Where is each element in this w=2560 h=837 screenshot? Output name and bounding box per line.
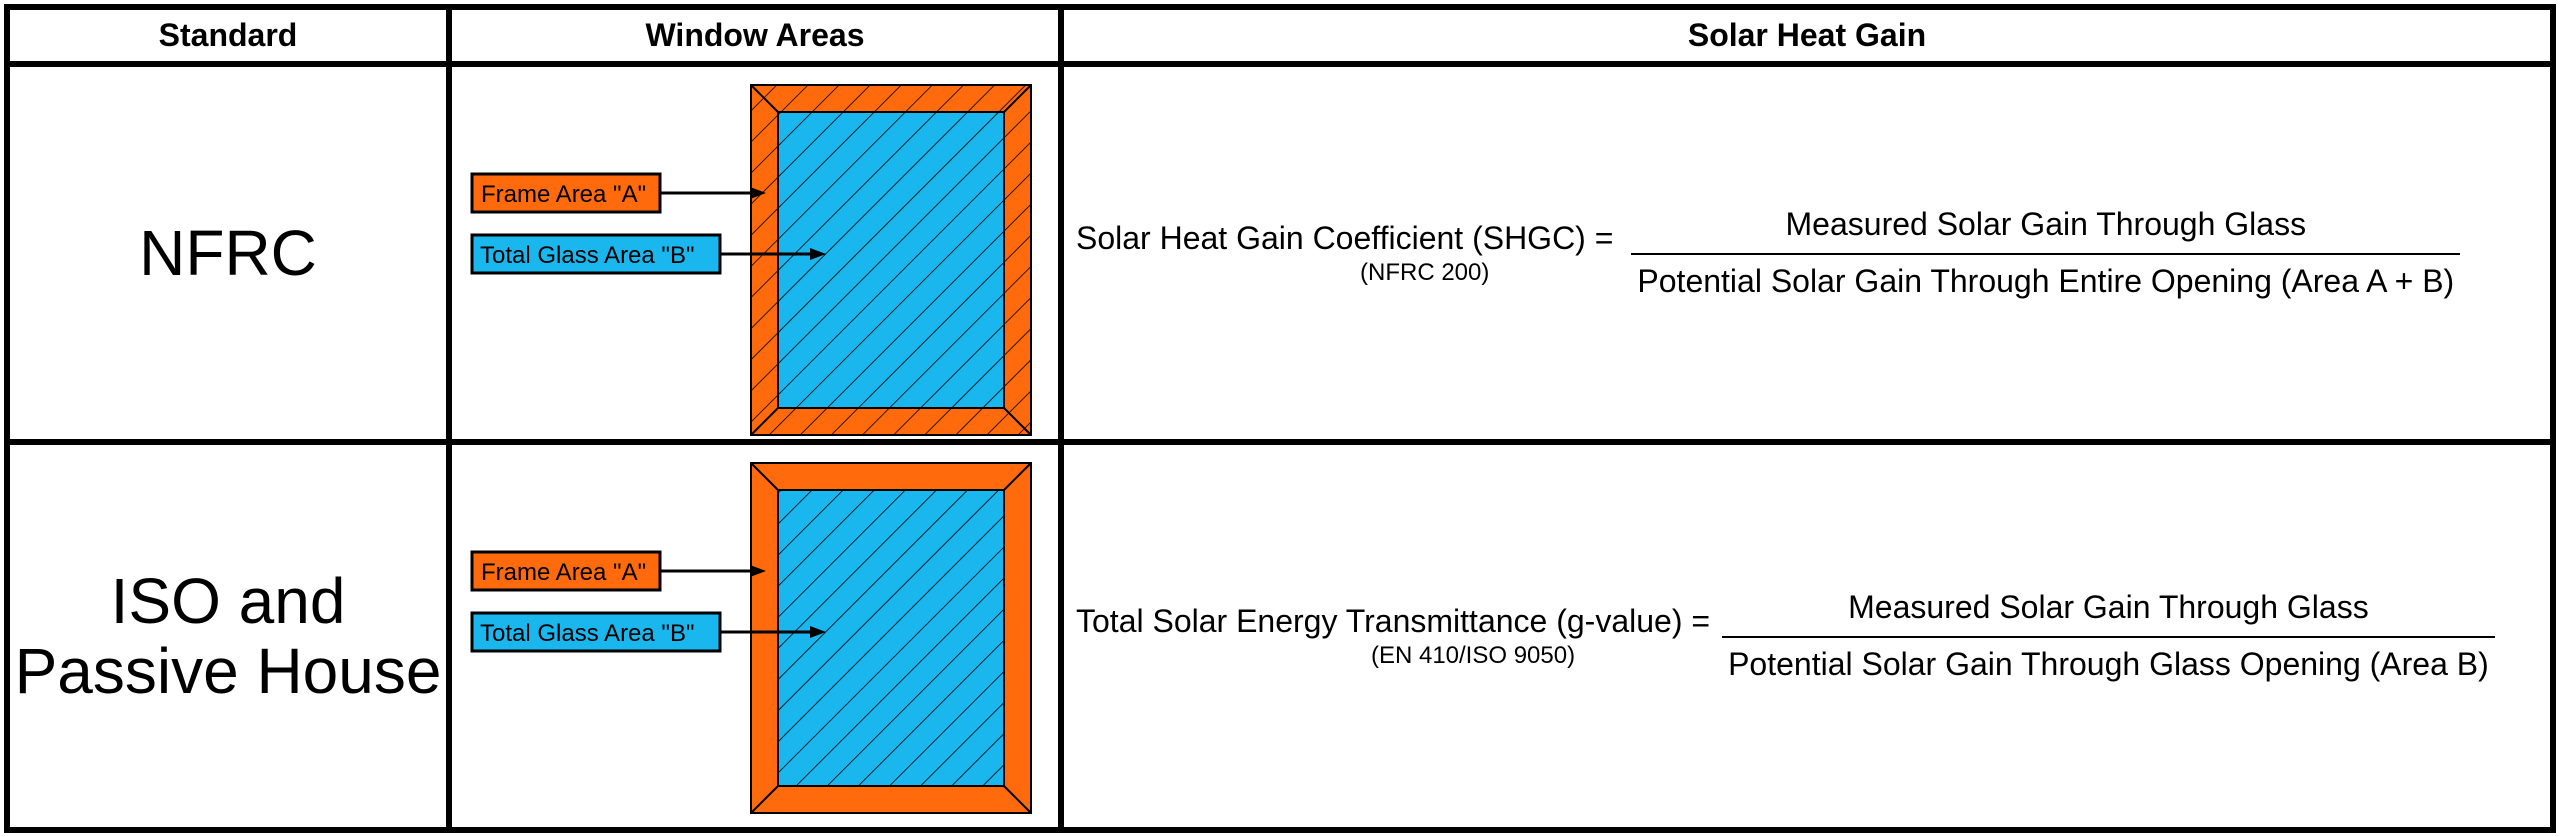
formula-reference: (NFRC 200) (1360, 258, 1490, 286)
frame-area-label-box (470, 172, 662, 214)
glass-hatch (778, 490, 1004, 786)
formula-name: Total Solar Energy Transmittance (g-valu… (1076, 602, 1711, 639)
glass-hatch (778, 112, 1004, 408)
formula-denominator: Potential Solar Gain Through Glass Openi… (1728, 646, 2489, 682)
formula-fraction: Measured Solar Gain Through Glass Potent… (1722, 589, 2495, 683)
formula-fraction: Measured Solar Gain Through Glass Potent… (1631, 206, 2461, 300)
fraction-bar (1631, 253, 2461, 255)
standard-nfrc: NFRC (10, 67, 452, 445)
comparison-table: Standard Window Areas Solar Heat Gain NF… (4, 4, 2556, 833)
formula-reference: (EN 410/ISO 9050) (1370, 641, 1576, 669)
window-diagram-nfrc: Frame Area "A" Total Glass Area "B" (452, 67, 1064, 445)
standard-iso-passive-house: ISO and Passive House (10, 445, 452, 827)
frame-area-label: Frame Area "A" (481, 181, 646, 208)
formula-denominator: Potential Solar Gain Through Entire Open… (1637, 263, 2455, 299)
window-figure: Frame Area "A" Total Glass Area "B" (470, 84, 1032, 436)
standard-line: Passive House (14, 635, 442, 707)
formula-label: Total Solar Energy Transmittance (g-valu… (1076, 603, 1710, 670)
frame-area-label-box (470, 550, 662, 592)
glass-area-label: Total Glass Area "B" (480, 620, 694, 647)
header-solar-heat-gain: Solar Heat Gain (1064, 10, 2550, 67)
frame-area-label: Frame Area "A" (481, 559, 646, 586)
formula-numerator: Measured Solar Gain Through Glass (1785, 206, 2307, 242)
header-window-areas: Window Areas (452, 10, 1064, 67)
glass-area-label: Total Glass Area "B" (480, 242, 694, 269)
formula-name: Solar Heat Gain Coefficient (SHGC) = (1076, 219, 1614, 256)
standard-line: NFRC (139, 217, 317, 289)
header-standard: Standard (10, 10, 452, 67)
formula-numerator: Measured Solar Gain Through Glass (1848, 589, 2369, 625)
formula-label: Solar Heat Gain Coefficient (SHGC) = (NF… (1076, 220, 1613, 287)
glass-area-label-box (470, 233, 722, 275)
formula-nfrc: Solar Heat Gain Coefficient (SHGC) = (NF… (1064, 67, 2550, 445)
window-diagram-iso: Frame Area "A" Total Glass Area "B" (452, 445, 1064, 827)
window-figure: Frame Area "A" Total Glass Area "B" (470, 462, 1032, 814)
fraction-bar (1722, 636, 2495, 638)
standard-line: ISO and (110, 565, 346, 637)
formula-iso: Total Solar Energy Transmittance (g-valu… (1064, 445, 2550, 827)
